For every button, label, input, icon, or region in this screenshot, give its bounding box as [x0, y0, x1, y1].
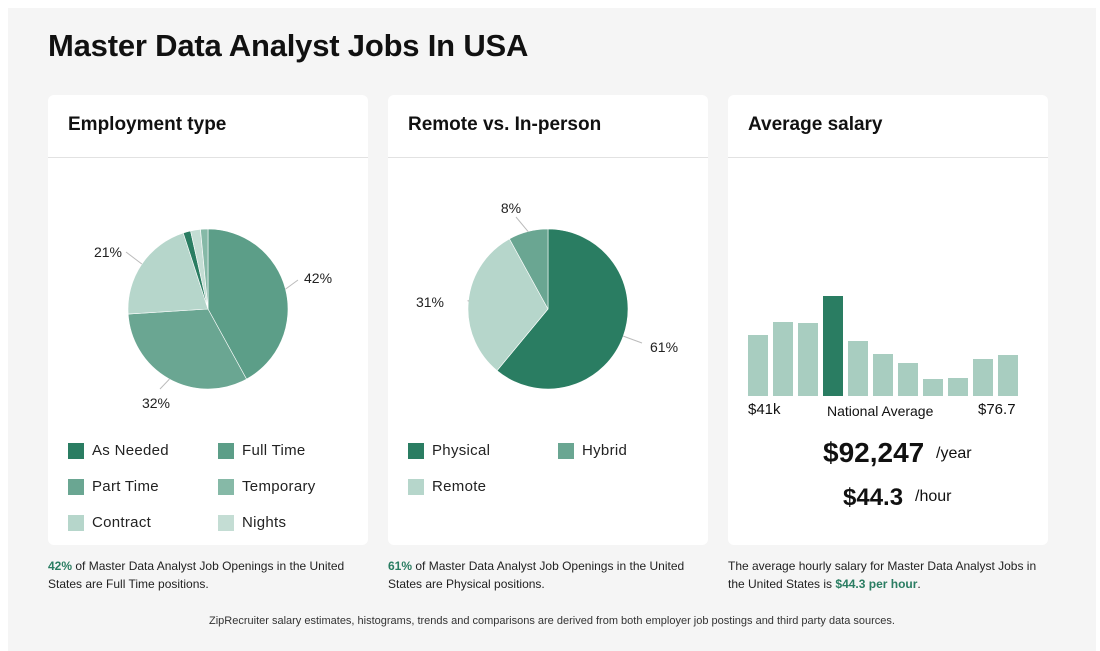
- hourly-salary-unit: /hour: [915, 488, 952, 505]
- page: Master Data Analyst Jobs In USA Employme…: [8, 8, 1096, 651]
- employment-pie-leader-line: [285, 279, 299, 290]
- legend-label: Hybrid: [582, 442, 628, 459]
- legend-swatch: [218, 442, 234, 459]
- legend-label: Part Time: [92, 478, 159, 495]
- remote-pie-data-label: 31%: [416, 294, 444, 310]
- employment-type-card: Employment type 42% 32% 21% As Needed Full …: [48, 95, 368, 545]
- salary-caption: The average hourly salary for Master Dat…: [728, 557, 1038, 593]
- employment-caption-text: of Master Data Analyst Job Openings in t…: [48, 559, 345, 591]
- average-salary-card: Average salary $41k National Average $76…: [728, 95, 1048, 545]
- employment-legend-item: Contract: [68, 514, 151, 531]
- remote-vs-inperson-card: Remote vs. In-person 61% 31% 8% Physical Hy…: [388, 95, 708, 545]
- salary-max-label: $76.7: [978, 401, 1016, 418]
- salary-bar: [898, 363, 918, 396]
- remote-pie-data-label: 8%: [501, 200, 521, 216]
- employment-pie-slice-contract: [127, 232, 209, 315]
- page-title: Master Data Analyst Jobs In USA: [48, 28, 529, 63]
- remote-pie-slice-hybrid: [509, 228, 549, 310]
- remote-legend-item: Remote: [408, 478, 486, 495]
- employment-type-heading: Employment type: [48, 95, 368, 158]
- average-salary-heading: Average salary: [728, 95, 1048, 158]
- yearly-salary-unit: /year: [936, 445, 972, 462]
- legend-swatch: [68, 478, 84, 495]
- salary-bar: [748, 335, 768, 396]
- hourly-salary-value: $44.3: [843, 484, 904, 511]
- remote-caption-text: of Master Data Analyst Job Openings in t…: [388, 559, 685, 591]
- legend-swatch: [558, 442, 574, 459]
- remote-vs-inperson-pie-chart: 61% 31% 8%: [416, 200, 678, 390]
- legend-swatch: [68, 442, 84, 459]
- employment-type-caption: 42% of Master Data Analyst Job Openings …: [48, 557, 358, 593]
- salary-bar: [948, 378, 968, 396]
- legend-label: Physical: [432, 442, 491, 459]
- salary-bar: [998, 355, 1018, 396]
- employment-legend-item: As Needed: [68, 442, 169, 459]
- salary-bar: [873, 354, 893, 396]
- employment-legend-item: Nights: [218, 514, 286, 531]
- employment-pie-slice-full-time: [207, 228, 289, 380]
- legend-swatch: [408, 442, 424, 459]
- salary-histogram: [748, 296, 1018, 396]
- yearly-salary-value: $92,247: [823, 437, 925, 468]
- remote-vs-inperson-heading: Remote vs. In-person: [388, 95, 708, 158]
- remote-caption: 61% of Master Data Analyst Job Openings …: [388, 557, 698, 593]
- salary-min-label: $41k: [748, 401, 781, 418]
- footer-disclaimer: ZipRecruiter salary estimates, histogram…: [209, 615, 895, 627]
- legend-swatch: [408, 478, 424, 495]
- remote-pie-leader-line: [515, 216, 529, 232]
- salary-bar: [848, 341, 868, 396]
- legend-swatch: [218, 514, 234, 531]
- remote-pie-leader-line: [623, 335, 643, 344]
- salary-bar-national-average: [823, 296, 843, 396]
- employment-pie-leader-line: [159, 378, 170, 390]
- salary-bar: [923, 379, 943, 396]
- legend-swatch: [68, 514, 84, 531]
- employment-pie-leader-line: [125, 251, 143, 265]
- legend-label: Contract: [92, 514, 152, 531]
- national-average-label: National Average: [827, 403, 934, 419]
- salary-caption-highlight: $44.3 per hour: [835, 577, 918, 591]
- legend-label: Nights: [242, 514, 287, 531]
- legend-label: Full Time: [242, 442, 306, 459]
- legend-label: As Needed: [92, 442, 169, 459]
- employment-caption-highlight: 42%: [48, 559, 73, 573]
- employment-pie-data-label: 42%: [304, 270, 332, 286]
- remote-legend-item: Physical: [408, 442, 490, 459]
- salary-bar: [773, 322, 793, 396]
- remote-legend-item: Hybrid: [558, 442, 627, 459]
- legend-label: Temporary: [242, 478, 316, 495]
- remote-pie-slice-physical: [496, 228, 629, 390]
- remote-pie-slice-remote: [467, 238, 549, 372]
- salary-bar: [798, 323, 818, 396]
- salary-caption-suffix: .: [917, 577, 921, 591]
- salary-bar: [973, 359, 993, 396]
- employment-pie-data-label: 21%: [94, 244, 122, 260]
- employment-legend-item: Full Time: [218, 442, 306, 459]
- legend-label: Remote: [432, 478, 487, 495]
- employment-type-pie-chart: 42% 32% 21%: [94, 228, 332, 411]
- employment-pie-data-label: 32%: [142, 395, 170, 411]
- remote-pie-data-label: 61%: [650, 339, 678, 355]
- employment-legend-item: Part Time: [68, 478, 159, 495]
- remote-caption-highlight: 61%: [388, 559, 413, 573]
- employment-legend-item: Temporary: [218, 478, 316, 495]
- legend-swatch: [218, 478, 234, 495]
- employment-pie-slice-nights: [200, 228, 209, 310]
- salary-caption-prefix: The average hourly salary for Master Dat…: [728, 559, 1037, 591]
